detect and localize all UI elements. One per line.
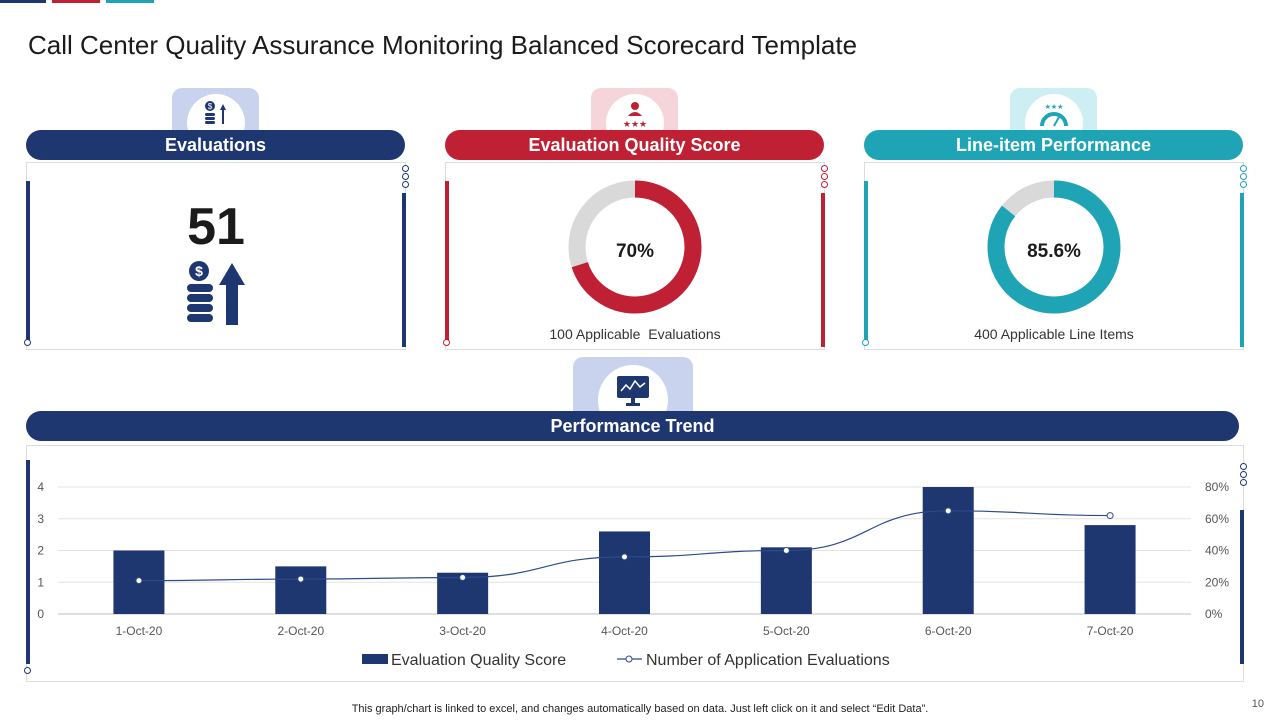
quality-icon-tab: ★★★ xyxy=(591,88,678,132)
x-axis-tick-label: 4-Oct-20 xyxy=(601,624,648,638)
legend-swatch-marker xyxy=(625,655,633,663)
left-axis-tick-label: 1 xyxy=(37,575,44,589)
decor-dot xyxy=(402,173,409,180)
quality-header: Evaluation Quality Score xyxy=(445,130,824,160)
card-right-bar xyxy=(1240,193,1244,347)
lineitem-card: 85.6% 400 Applicable Line Items xyxy=(864,162,1244,350)
left-axis-tick-label: 2 xyxy=(37,544,44,558)
right-axis-tick-label: 20% xyxy=(1205,575,1229,589)
left-axis-tick-label: 3 xyxy=(37,512,44,526)
quality-donut xyxy=(568,180,702,314)
quality-caption: 100 Applicable Evaluations xyxy=(549,326,721,342)
decor-dot xyxy=(1240,471,1247,478)
decor-dot xyxy=(1240,463,1247,470)
trend-icon-tab xyxy=(573,357,693,413)
lineitem-icon-tab: ★★★ xyxy=(1010,88,1097,132)
decor-dot xyxy=(1240,479,1247,486)
coins-up-arrow-icon: $ xyxy=(202,100,230,132)
accent-strip-red xyxy=(52,0,100,3)
lineitem-donut xyxy=(987,180,1121,314)
decor-dot xyxy=(1240,181,1247,188)
right-axis-tick-label: 80% xyxy=(1205,480,1229,494)
svg-text:★★★: ★★★ xyxy=(1044,103,1063,111)
bar-evaluation-quality-score xyxy=(275,566,327,614)
speedometer-icon: ★★★ xyxy=(1038,100,1070,132)
svg-text:$: $ xyxy=(195,263,203,279)
card-right-bar xyxy=(821,193,825,347)
svg-text:$: $ xyxy=(207,102,212,111)
evaluations-icon-tab: $ xyxy=(172,88,259,132)
line-point xyxy=(944,507,952,515)
card-left-bar xyxy=(864,181,868,341)
evaluations-value: 51 xyxy=(187,198,245,256)
x-axis-tick-label: 3-Oct-20 xyxy=(439,624,486,638)
decor-dot xyxy=(821,173,828,180)
quality-percent: 70% xyxy=(615,241,655,262)
left-axis-tick-label: 4 xyxy=(37,480,44,494)
decor-dot xyxy=(1240,173,1247,180)
coins-up-arrow-icon: $ xyxy=(185,261,249,334)
svg-text:★★★: ★★★ xyxy=(622,120,646,128)
card-left-bar xyxy=(26,181,30,341)
slide-title: Call Center Quality Assurance Monitoring… xyxy=(28,30,858,60)
right-axis-tick-label: 0% xyxy=(1205,607,1223,621)
donut-value-arc xyxy=(568,180,702,314)
decor-dot xyxy=(443,339,450,346)
line-point xyxy=(135,577,143,585)
card-right-bar xyxy=(402,193,406,347)
trend-header: Performance Trend xyxy=(26,411,1239,441)
card-left-bar xyxy=(26,460,30,664)
line-point xyxy=(459,573,467,581)
bar-evaluation-quality-score xyxy=(599,531,650,614)
decor-dot xyxy=(821,181,828,188)
legend-label: Number of Application Evaluations xyxy=(646,652,890,669)
decor-dot xyxy=(24,339,31,346)
page-number: 10 xyxy=(1251,698,1264,710)
decor-dot xyxy=(402,165,409,172)
line-point xyxy=(1106,512,1114,520)
bar-evaluation-quality-score xyxy=(760,547,812,614)
bar-evaluation-quality-score xyxy=(922,487,974,614)
evaluations-card: 51 $ xyxy=(26,162,406,350)
accent-strip-teal xyxy=(106,0,154,3)
quality-card: 70% 100 Applicable Evaluations xyxy=(445,162,825,350)
x-axis-tick-label: 5-Oct-20 xyxy=(763,624,810,638)
lineitem-percent: 85.6% xyxy=(1027,241,1081,262)
footer-note: This graph/chart is linked to excel, and… xyxy=(351,703,929,715)
left-axis-tick-label: 0 xyxy=(37,607,44,621)
card-left-bar xyxy=(445,181,449,341)
x-axis-tick-label: 2-Oct-20 xyxy=(277,624,324,638)
decor-dot xyxy=(402,181,409,188)
bar-evaluation-quality-score xyxy=(1084,525,1136,614)
donut-value-arc xyxy=(987,180,1121,314)
right-axis-tick-label: 40% xyxy=(1205,544,1229,558)
user-rating-icon: ★★★ xyxy=(620,100,650,132)
x-axis-tick-label: 1-Oct-20 xyxy=(116,624,163,638)
legend-label: Evaluation Quality Score xyxy=(391,652,566,669)
x-axis-tick-label: 6-Oct-20 xyxy=(925,624,972,638)
card-right-bar xyxy=(1240,510,1244,664)
lineitem-caption: 400 Applicable Line Items xyxy=(974,326,1134,342)
decor-dot xyxy=(24,667,31,674)
evaluations-header: Evaluations xyxy=(26,130,405,160)
lineitem-header: Line-item Performance xyxy=(864,130,1243,160)
accent-strip-navy xyxy=(0,0,46,3)
legend-swatch-bar xyxy=(362,654,388,664)
decor-dot xyxy=(862,339,869,346)
line-point xyxy=(621,553,628,561)
right-axis-tick-label: 60% xyxy=(1205,512,1229,526)
decor-dot xyxy=(1240,165,1247,172)
line-point xyxy=(297,575,305,583)
decor-dot xyxy=(821,165,828,172)
line-point xyxy=(782,547,790,554)
monitor-chart-icon xyxy=(616,375,650,412)
x-axis-tick-label: 7-Oct-20 xyxy=(1087,624,1134,638)
